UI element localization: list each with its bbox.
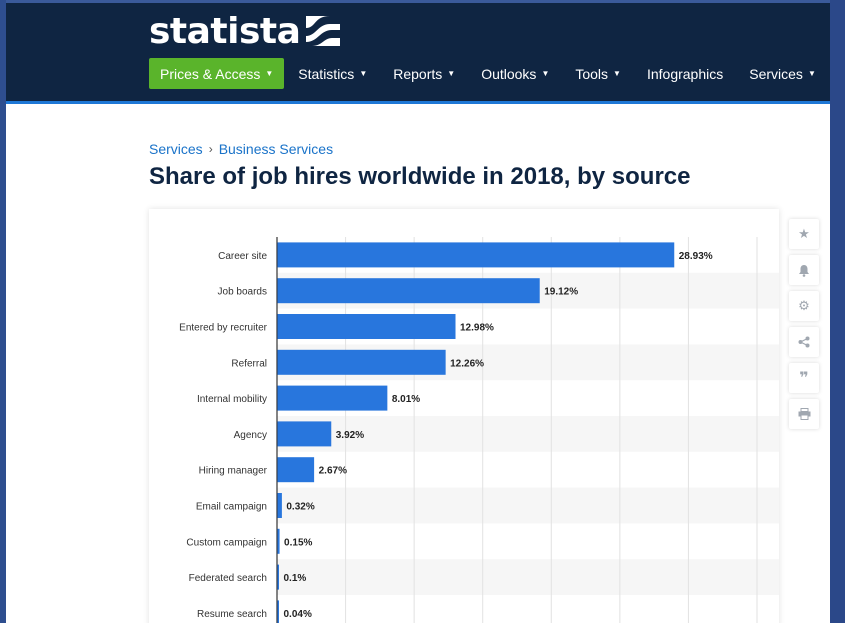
nav-item-global-su[interactable]: Global Su <box>829 58 830 89</box>
gear-icon: ⚙ <box>798 298 810 313</box>
window-frame-top <box>0 0 845 3</box>
value-label: 0.32% <box>286 502 314 513</box>
chevron-down-icon: ▼ <box>447 69 456 78</box>
settings-button[interactable]: ⚙ <box>789 291 819 321</box>
breadcrumb-business-services[interactable]: Business Services <box>218 141 334 157</box>
value-label: 0.04% <box>284 609 312 620</box>
main-nav: Prices & Access ▼ Statistics ▼ Reports ▼ Outlo… <box>149 58 830 89</box>
nav-item-label: Services <box>749 65 803 82</box>
nav-item-tools[interactable]: Tools ▼ <box>562 58 634 89</box>
bar <box>277 493 282 518</box>
nav-item-label: Tools <box>575 65 609 82</box>
category-label: Internal mobility <box>197 394 267 405</box>
chart-card: Career site 28.93% Job boards 19.12% Entered… <box>149 209 779 623</box>
site-header: statista Prices & Access ▼ Statistics ▼ Repo… <box>6 3 830 101</box>
value-label: 8.01% <box>392 394 420 405</box>
category-label: Resume search <box>197 609 267 620</box>
side-toolbar: ★ ⚙ ❞ <box>789 219 819 429</box>
favorite-button[interactable]: ★ <box>789 219 819 249</box>
nav-item-label: Infographics <box>646 65 724 82</box>
logo-mark-icon <box>306 16 341 46</box>
chevron-down-icon: ▼ <box>613 69 621 78</box>
category-label: Entered by recruiter <box>179 323 267 334</box>
browser-page: statista Prices & Access ▼ Statistics ▼ Repo… <box>6 3 830 623</box>
chevron-down-icon: ▼ <box>807 69 816 78</box>
bar <box>277 600 279 623</box>
breadcrumb-separator: › <box>208 142 213 156</box>
value-label: 12.26% <box>450 358 484 369</box>
chevron-down-icon: ▼ <box>359 69 368 78</box>
window-frame-right <box>830 0 845 623</box>
bar <box>277 528 280 554</box>
category-label: Job boards <box>218 287 267 298</box>
bar-chart: Career site 28.93% Job boards 19.12% Entered… <box>179 237 779 623</box>
nav-item-prices-access[interactable]: Prices & Access ▼ <box>149 58 285 89</box>
category-label: Federated search <box>189 573 267 584</box>
print-icon <box>798 408 810 420</box>
category-label: Career site <box>218 251 267 262</box>
value-label: 3.92% <box>336 430 364 441</box>
row-band <box>277 416 779 452</box>
value-label: 2.67% <box>319 466 347 477</box>
row-band <box>277 487 779 524</box>
print-button[interactable] <box>789 399 819 429</box>
nav-item-outlooks[interactable]: Outlooks ▼ <box>468 58 562 89</box>
category-label: Custom campaign <box>186 537 267 548</box>
bar <box>277 457 315 483</box>
value-label: 0.15% <box>284 537 312 548</box>
quote-icon: ❞ <box>799 370 809 387</box>
category-label: Hiring manager <box>199 466 268 477</box>
page-title: Share of job hires worldwide in 2018, by… <box>149 163 691 190</box>
category-label: Referral <box>231 358 267 369</box>
header-accent-line <box>6 101 830 104</box>
bar <box>277 385 388 411</box>
window-frame-left <box>0 0 6 623</box>
breadcrumb: Services › Business Services <box>149 141 333 157</box>
nav-item-services[interactable]: Services ▼ <box>736 58 829 89</box>
row-band <box>277 559 779 595</box>
bar <box>277 349 446 375</box>
share-icon <box>798 336 810 348</box>
nav-item-reports[interactable]: Reports ▼ <box>380 58 468 89</box>
star-icon: ★ <box>798 226 810 241</box>
bell-icon <box>799 264 809 277</box>
bar <box>277 242 675 268</box>
value-label: 12.98% <box>460 323 494 334</box>
chevron-down-icon: ▼ <box>541 69 550 78</box>
bar <box>277 314 456 339</box>
statista-logo[interactable]: statista <box>149 10 341 52</box>
nav-item-statistics[interactable]: Statistics ▼ <box>285 58 380 89</box>
nav-item-label: Statistics <box>298 65 355 82</box>
bar <box>277 278 540 304</box>
share-button[interactable] <box>789 327 819 357</box>
cite-button[interactable]: ❞ <box>789 363 819 393</box>
bar <box>277 564 279 590</box>
nav-item-infographics[interactable]: Infographics <box>634 58 736 89</box>
category-label: Email campaign <box>196 502 267 513</box>
bar <box>277 421 332 447</box>
notification-button[interactable] <box>789 255 819 285</box>
value-label: 28.93% <box>679 251 713 262</box>
value-label: 19.12% <box>544 287 578 298</box>
breadcrumb-services[interactable]: Services <box>149 141 203 157</box>
value-label: 0.1% <box>284 573 307 584</box>
nav-item-label: Reports <box>393 65 443 82</box>
chevron-down-icon: ▼ <box>265 69 274 78</box>
logo-text: statista <box>149 10 301 52</box>
category-label: Agency <box>234 430 267 441</box>
nav-item-label: Prices & Access <box>160 65 261 82</box>
nav-item-label: Outlooks <box>481 65 537 82</box>
